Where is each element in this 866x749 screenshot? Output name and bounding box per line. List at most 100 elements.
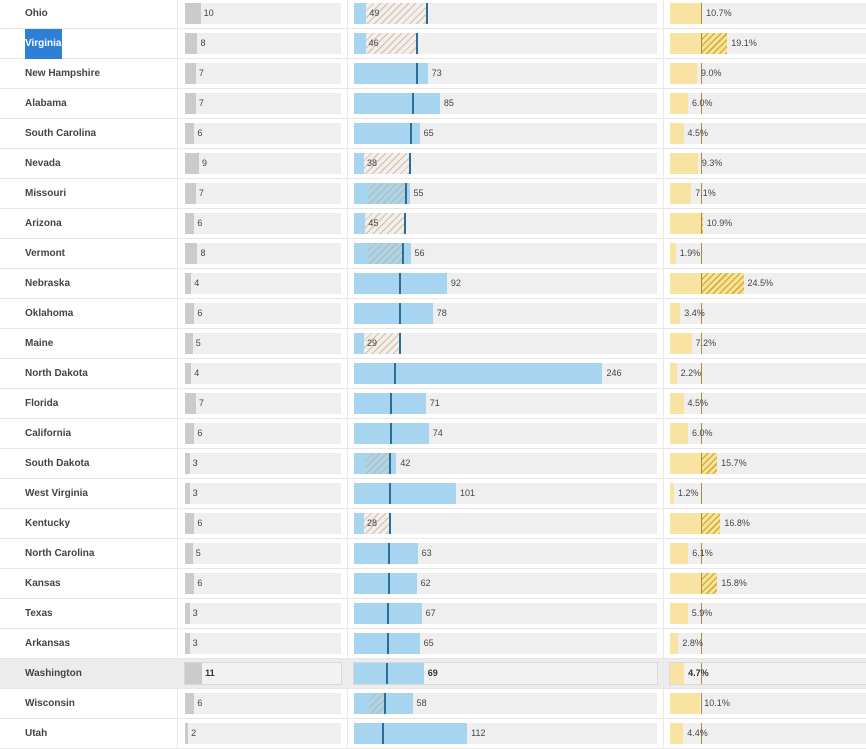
state-name[interactable]: Nebraska (25, 278, 71, 289)
percent-value: 4.7% (688, 668, 709, 678)
count-bar-track: 8 (185, 243, 341, 264)
percent-reference-marker (701, 483, 702, 504)
state-name[interactable]: Wisconsin (25, 698, 75, 709)
column-divider (347, 89, 348, 119)
percent-reference-marker (701, 723, 702, 744)
percent-value: 7.1% (695, 188, 716, 198)
column-divider (663, 59, 664, 89)
table-row[interactable]: South Carolina 6 65 4.5% (0, 119, 866, 149)
count-value: 6 (197, 578, 203, 588)
percent-reference-marker (701, 393, 702, 414)
column-divider (347, 449, 348, 479)
count-bar-track: 5 (185, 333, 341, 354)
table-row[interactable]: Arkansas 3 65 2.8% (0, 629, 866, 659)
table-row[interactable]: North Dakota 4 246 2.2% (0, 359, 866, 389)
count-bar (185, 693, 195, 714)
percent-bar (670, 483, 674, 504)
score-bar-track: 112 (354, 723, 657, 744)
percent-reference-marker (701, 663, 702, 684)
table-row[interactable]: New Hampshire 7 73 9.0% (0, 59, 866, 89)
table-row[interactable]: Oklahoma 6 78 3.4% (0, 299, 866, 329)
count-value: 10 (203, 8, 214, 18)
table-row[interactable]: Texas 3 67 5.9% (0, 599, 866, 629)
table-row[interactable]: South Dakota 3 42 15.7% (0, 449, 866, 479)
percent-bar (670, 33, 701, 54)
percent-value: 2.2% (680, 368, 702, 378)
table-row[interactable]: Missouri 7 55 7.1% (0, 179, 866, 209)
state-name[interactable]: Florida (25, 398, 59, 409)
count-bar (185, 633, 190, 654)
state-name[interactable]: North Carolina (25, 548, 95, 559)
state-name[interactable]: Kansas (25, 578, 61, 589)
state-name[interactable]: Arkansas (25, 638, 71, 649)
percent-reference-marker (701, 603, 702, 624)
state-name[interactable]: Arizona (25, 218, 62, 229)
column-divider (177, 89, 178, 119)
score-gap-hatch (365, 213, 404, 234)
table-row[interactable]: Washington 11 69 4.7% (0, 659, 866, 689)
score-bar (354, 153, 364, 174)
state-name[interactable]: West Virginia (25, 488, 88, 499)
table-row[interactable]: Wisconsin 6 58 10.1% (0, 689, 866, 719)
state-name[interactable]: Virginia (25, 29, 62, 59)
percent-bar-track: 10.7% (670, 3, 866, 24)
count-bar-track: 4 (185, 363, 341, 384)
percent-value: 19.1% (731, 38, 757, 48)
count-bar (185, 513, 195, 534)
state-name[interactable]: New Hampshire (25, 68, 101, 79)
state-name[interactable]: Vermont (25, 248, 66, 259)
table-row[interactable]: Kentucky 6 28 16.8% (0, 509, 866, 539)
table-row[interactable]: Maine 5 29 7.2% (0, 329, 866, 359)
column-divider (663, 149, 664, 179)
table-row[interactable]: North Carolina 5 63 6.1% (0, 539, 866, 569)
table-row[interactable]: Virginia 8 46 19.1% (0, 29, 866, 59)
state-name[interactable]: Utah (25, 728, 48, 739)
table-row[interactable]: Vermont 8 56 1.9% (0, 239, 866, 269)
state-name[interactable]: California (25, 428, 72, 439)
state-name[interactable]: Washington (25, 668, 82, 679)
state-name[interactable]: South Carolina (25, 128, 97, 139)
column-divider (177, 0, 178, 29)
table-row[interactable]: Nevada 9 38 9.3% (0, 149, 866, 179)
column-divider (347, 59, 348, 89)
table-row[interactable]: Florida 7 71 4.5% (0, 389, 866, 419)
score-value: 65 (423, 638, 434, 648)
percent-value: 2.8% (682, 638, 703, 648)
score-bar-track: 92 (354, 273, 657, 294)
table-row[interactable]: West Virginia 3 101 1.2% (0, 479, 866, 509)
count-value: 7 (198, 68, 204, 78)
table-row[interactable]: Utah 2 112 4.4% (0, 719, 866, 749)
count-value: 5 (195, 548, 201, 558)
table-row[interactable]: California 6 74 6.0% (0, 419, 866, 449)
score-bar (354, 483, 456, 504)
state-name[interactable]: Missouri (25, 188, 67, 199)
state-name[interactable]: Oklahoma (25, 308, 74, 319)
percent-value: 3.4% (684, 308, 705, 318)
percent-reference-marker (701, 93, 702, 114)
state-name[interactable]: Ohio (25, 8, 48, 19)
state-name[interactable]: North Dakota (25, 368, 88, 379)
column-divider (663, 299, 664, 329)
state-name[interactable]: Kentucky (25, 518, 71, 529)
state-name[interactable]: South Dakota (25, 458, 90, 469)
score-gap-hatch (365, 33, 416, 54)
count-value: 3 (192, 458, 198, 468)
count-bar (185, 123, 195, 144)
percent-excess-hatch (701, 573, 718, 594)
state-name[interactable]: Texas (25, 608, 53, 619)
column-divider (177, 539, 178, 569)
state-name[interactable]: Maine (25, 338, 54, 349)
table-row[interactable]: Alabama 7 85 6.0% (0, 89, 866, 119)
percent-excess-hatch (701, 513, 721, 534)
percent-bar-track: 1.9% (670, 243, 866, 264)
state-name[interactable]: Nevada (25, 158, 61, 169)
table-row[interactable]: Ohio 10 49 10.7% (0, 0, 866, 29)
state-name[interactable]: Alabama (25, 98, 67, 109)
table-row[interactable]: Nebraska 4 92 24.5% (0, 269, 866, 299)
reference-marker (388, 573, 390, 594)
table-row[interactable]: Kansas 6 62 15.8% (0, 569, 866, 599)
score-value: 67 (425, 608, 436, 618)
percent-bar (670, 123, 684, 144)
percent-excess-hatch (701, 33, 728, 54)
table-row[interactable]: Arizona 6 45 10.9% (0, 209, 866, 239)
